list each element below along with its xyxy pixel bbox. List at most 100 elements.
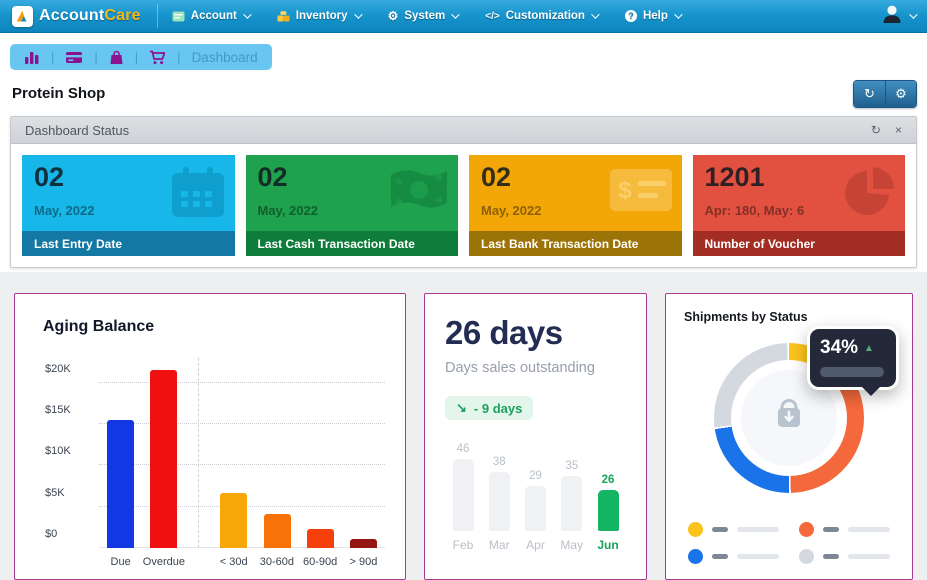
legend-dash-long <box>737 527 779 532</box>
dso-bar <box>561 476 583 531</box>
refresh-button[interactable]: ↻ <box>854 81 885 107</box>
panel-title: Dashboard Status <box>25 122 130 138</box>
triangle-up-icon: ▲ <box>864 342 874 354</box>
bar--90d <box>349 538 377 548</box>
dso-column-jun: 26 Jun <box>591 434 625 552</box>
stat-card-subtitle: Apr: 180, May: 6 <box>704 203 805 219</box>
calendar-icon <box>167 165 227 224</box>
top-navbar: AccountCare Account Inventory ⚙ System </> Cu… <box>0 0 927 33</box>
x-axis-tick-label: 60-90d <box>303 556 338 568</box>
x-axis-tick-label: Due <box>110 556 131 568</box>
donut-tooltip: 34% ▲ <box>807 326 899 396</box>
gridline <box>99 464 385 466</box>
aging-balance-chart: $0 $5K $10K $15K $20K <box>33 358 387 548</box>
panel-close-icon[interactable]: × <box>894 123 902 137</box>
stat-card-body: 02 May, 2022 <box>22 155 235 231</box>
dso-column-apr: 29 Apr <box>519 434 553 552</box>
stat-card[interactable]: 1201 Apr: 180, May: 6 Number of Voucher <box>692 155 905 256</box>
dso-mini-chart: 46 Feb 38 Mar 29 Apr 35 May 26 Jun <box>445 434 626 552</box>
nav-item-label: Customization <box>505 10 585 22</box>
legend-item-yellow <box>688 522 779 537</box>
stat-card-label: Last Cash Transaction Date <box>245 231 458 256</box>
stat-card-value: 02 <box>481 162 512 192</box>
stat-card-subtitle: May, 2022 <box>34 203 95 219</box>
bar-chart-icon[interactable] <box>24 50 40 65</box>
shopping-bag-icon[interactable] <box>109 50 124 65</box>
stat-card[interactable]: 02 May, 2022 $ Last Bank Transaction Date <box>469 155 682 256</box>
y-axis-tick-label: $20K <box>45 362 71 375</box>
bar-slot <box>142 370 185 548</box>
nav-item-system[interactable]: ⚙ System <box>387 9 460 23</box>
code-icon: </> <box>485 10 500 22</box>
legend-item-blue <box>688 549 779 564</box>
group-separator-gap <box>186 556 213 568</box>
bar-slot <box>99 419 142 548</box>
stat-card-value: 02 <box>257 162 288 192</box>
dso-column-mar: 38 Mar <box>482 434 516 552</box>
gear-icon: ⚙ <box>895 86 907 101</box>
title-row: Protein Shop ↻ ⚙ <box>0 70 927 108</box>
group-separator-line <box>198 358 200 548</box>
legend-dash-short <box>823 527 839 532</box>
bar-slot <box>342 538 385 548</box>
bar-slot <box>299 529 342 548</box>
dso-column-feb: 46 Feb <box>446 434 480 552</box>
x-axis-tick-label: < 30d <box>219 556 248 568</box>
brand-name: AccountCare <box>39 7 141 24</box>
panel-refresh-icon[interactable]: ↻ <box>870 123 881 137</box>
bar-30-60d <box>263 514 291 548</box>
legend-dot-blue <box>688 549 703 564</box>
y-axis-tick-label: $0 <box>45 528 58 540</box>
x-axis-tick-label: > 90d <box>349 556 378 568</box>
package-receive-icon <box>772 398 806 438</box>
stat-card-value: 02 <box>34 162 65 192</box>
legend-dot-gray <box>799 549 814 564</box>
chevron-down-icon <box>674 10 683 19</box>
dso-subtitle: Days sales outstanding <box>445 360 595 376</box>
svg-text:$: $ <box>618 177 632 204</box>
stat-card-body: 02 May, 2022 $ <box>469 155 682 231</box>
dso-month-label: Apr <box>526 538 545 552</box>
x-axis-tick-label: Overdue <box>142 556 185 568</box>
brand-logo[interactable]: AccountCare <box>12 5 141 27</box>
stat-card-body: 02 May, 2022 <box>245 155 458 231</box>
stat-card[interactable]: 02 May, 2022 Last Entry Date <box>22 155 235 256</box>
legend-dot-orange <box>799 522 814 537</box>
dso-bar <box>488 471 510 531</box>
nav-item-label: System <box>404 10 446 22</box>
user-menu[interactable] <box>881 3 918 30</box>
legend-dash-long <box>737 554 779 559</box>
dso-value-label: 29 <box>529 469 542 482</box>
dso-month-label: Mar <box>488 538 510 552</box>
nav-item-help[interactable]: ? Help <box>624 10 683 22</box>
stat-card[interactable]: 02 May, 2022 Last Cash Transaction Date <box>245 155 458 256</box>
stat-card-subtitle: May, 2022 <box>257 203 318 219</box>
y-axis-tick-label: $5K <box>45 486 65 499</box>
chevron-down-icon <box>353 10 363 19</box>
shopping-cart-icon[interactable] <box>149 50 166 65</box>
shipments-title: Shipments by Status <box>684 310 808 324</box>
nav-item-account[interactable]: Account <box>172 10 252 22</box>
breadcrumb-separator: | <box>177 49 181 65</box>
nav-item-label: Help <box>642 10 668 22</box>
header-actions: ↻ ⚙ <box>853 80 917 108</box>
stat-card-label: Last Entry Date <box>22 231 235 256</box>
user-avatar-icon <box>881 3 903 30</box>
dso-delta-badge: ↘ - 9 days <box>445 396 534 420</box>
credit-card-icon[interactable] <box>65 50 83 65</box>
nav-item-label: Account <box>190 10 237 22</box>
panel-header: Dashboard Status ↻ × <box>11 117 916 144</box>
nav-item-inventory[interactable]: Inventory <box>277 10 363 22</box>
gear-icon: ⚙ <box>387 9 399 23</box>
nav-item-customization[interactable]: </> Customization <box>485 10 600 22</box>
bars-container <box>99 358 385 548</box>
ledger-icon <box>172 11 185 22</box>
nav-menu: Account Inventory ⚙ System </> Customization?… <box>172 9 683 23</box>
page-title: Protein Shop <box>12 85 106 102</box>
y-axis-tick-label: $10K <box>45 445 71 458</box>
settings-button[interactable]: ⚙ <box>885 81 916 107</box>
dso-bar <box>452 459 474 531</box>
shipments-card: Shipments by Status 34% ▲ <box>665 293 913 580</box>
y-axis-tick-label: $15K <box>45 404 71 417</box>
legend-dash-long <box>848 554 890 559</box>
